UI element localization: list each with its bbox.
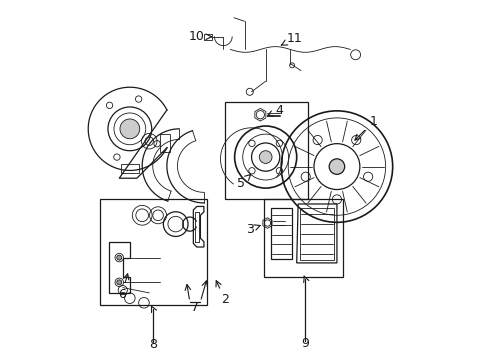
Text: 11: 11 [281,32,302,45]
Bar [121,164,139,173]
Text: 1: 1 [354,115,376,140]
Circle shape [117,255,122,260]
Bar [264,199,343,277]
Text: 2: 2 [216,281,228,306]
Circle shape [117,280,122,285]
Bar [224,102,307,199]
Text: 8: 8 [148,338,157,351]
Bar [203,33,211,40]
Circle shape [328,159,344,174]
Circle shape [259,151,271,163]
Text: 3: 3 [245,223,260,236]
Text: 6: 6 [118,274,128,301]
Text: 9: 9 [301,337,308,350]
Text: 5: 5 [237,175,250,190]
Text: 10: 10 [188,30,211,43]
Bar [100,199,207,305]
Text: 4: 4 [267,104,283,117]
Circle shape [120,119,140,139]
Text: 7: 7 [191,301,199,314]
Bar [300,207,333,260]
